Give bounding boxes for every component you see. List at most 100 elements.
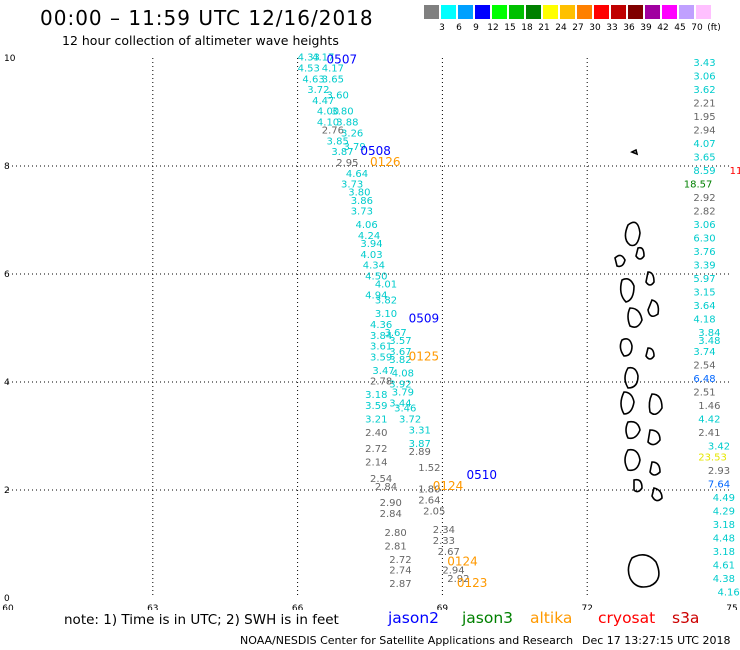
swh-reading: 2.81 (384, 541, 406, 552)
map-title: 00:00 – 11:59 UTC 12/16/2018 (40, 6, 374, 30)
swh-reading: 2.84 (375, 482, 397, 493)
swh-reading: 3.43 (693, 58, 715, 69)
island-outline (647, 299, 660, 318)
swh-reading: 2.54 (370, 474, 392, 485)
island-outline (619, 338, 633, 357)
swh-reading: 3.82 (375, 296, 397, 307)
island-outline (630, 148, 639, 156)
pass-label: 0507 (327, 52, 358, 66)
swh-reading: 4.50 (365, 271, 387, 282)
swh-reading: 4.47 (312, 96, 334, 107)
legend-label: 33 (606, 23, 618, 33)
swh-reading: 3.87 (409, 439, 431, 450)
legend-label: 70 (691, 23, 703, 33)
swh-reading: 4.10 (317, 118, 339, 129)
swh-reading: 3.57 (389, 336, 411, 347)
swh-reading: 1.95 (693, 112, 715, 123)
legend-swatch (662, 5, 677, 19)
legend-label: 24 (555, 23, 567, 33)
swh-reading: 4.38 (713, 574, 735, 585)
swh-reading: 3.62 (693, 85, 715, 96)
island-outline (645, 347, 655, 360)
credit-footer: NOAA/NESDIS Center for Satellite Applica… (240, 634, 574, 647)
swh-reading: 4.49 (713, 493, 735, 504)
island-outline (651, 487, 663, 502)
legend-swatch (492, 5, 507, 19)
swh-reading: 3.64 (693, 301, 715, 312)
swh-reading: 4.64 (346, 169, 368, 180)
legend-swatch (577, 5, 592, 19)
y-tick-label: 6 (4, 270, 10, 280)
y-tick-label: 4 (4, 378, 10, 388)
swh-reading: 2.72 (389, 555, 411, 566)
island-outline (648, 393, 663, 416)
legend-swatch (696, 5, 711, 19)
swh-reading: 1.80 (418, 485, 440, 496)
legend-swatch (594, 5, 609, 19)
mission-cryosat: cryosat (598, 609, 656, 627)
swh-reading: 2.51 (693, 388, 715, 399)
legend-swatch (543, 5, 558, 19)
island-outline (647, 429, 661, 446)
swh-reading: 2.33 (433, 536, 455, 547)
legend-label: 39 (640, 23, 652, 33)
legend-swatch (628, 5, 643, 19)
island-outline (635, 246, 645, 260)
legend-swatch (424, 5, 439, 19)
legend-label: 21 (538, 23, 550, 33)
y-tick-label: 2 (4, 486, 10, 496)
swh-reading: 4.34 (363, 261, 385, 272)
swh-reading: 3.18 (713, 520, 735, 531)
island-outline (619, 278, 635, 303)
swh-reading: 2.40 (365, 428, 387, 439)
swh-reading: 4.33 (298, 53, 320, 64)
pass-label: 0509 (409, 312, 440, 326)
y-tick-label: 0 (4, 594, 10, 604)
island-outline (627, 307, 643, 328)
swh-reading: 3.80 (348, 188, 370, 199)
pass-label: 0124 (433, 479, 464, 493)
swh-reading: 3.65 (693, 153, 715, 164)
legend-swatch (526, 5, 541, 19)
swh-reading: 3.82 (389, 355, 411, 366)
x-tick-label: 60 (2, 604, 14, 610)
mission-jason3: jason3 (462, 609, 514, 627)
swh-reading: 3.06 (693, 220, 715, 231)
swh-reading: 5.97 (693, 274, 715, 285)
swh-reading: 6.48 (693, 374, 715, 385)
swh-reading: 2.90 (380, 498, 402, 509)
swh-reading: 2.89 (409, 447, 431, 458)
swh-reading: 3.92 (389, 379, 411, 390)
legend-swatch (458, 5, 473, 19)
pass-label: 0508 (360, 144, 391, 158)
swh-reading: 2.95 (336, 158, 358, 169)
swh-reading: 6.30 (693, 234, 715, 245)
x-tick-label: 66 (292, 604, 304, 610)
swh-reading: 2.84 (380, 509, 402, 520)
swh-reading: 3.76 (693, 247, 715, 258)
swh-reading: 4.94 (365, 290, 387, 301)
swh-reading: 2.41 (698, 428, 720, 439)
legend-swatch (509, 5, 524, 19)
swh-reading: 2.76 (322, 126, 344, 137)
x-tick-label: 69 (437, 604, 449, 610)
swh-reading: 3.80 (331, 107, 353, 118)
legend-swatch (441, 5, 456, 19)
swh-reading: 3.60 (327, 91, 349, 102)
swh-reading: 4.07 (693, 139, 715, 150)
swh-reading: 11 (730, 166, 740, 177)
swh-reading: 3.65 (322, 74, 344, 85)
swh-reading: 18.57 (684, 180, 713, 191)
swh-reading: 3.31 (409, 425, 431, 436)
swh-reading: 2.92 (693, 193, 715, 204)
swh-reading: 3.42 (708, 442, 730, 453)
swh-reading: 3.21 (365, 415, 387, 426)
swh-reading: 4.24 (358, 231, 380, 242)
island-outline (633, 478, 643, 493)
mission-altika: altika (530, 609, 573, 627)
swh-reading: 3.61 (370, 342, 392, 353)
swh-reading: 3.84 (698, 328, 720, 339)
x-tick-label: 63 (147, 604, 158, 610)
y-tick-label: 10 (4, 54, 16, 64)
